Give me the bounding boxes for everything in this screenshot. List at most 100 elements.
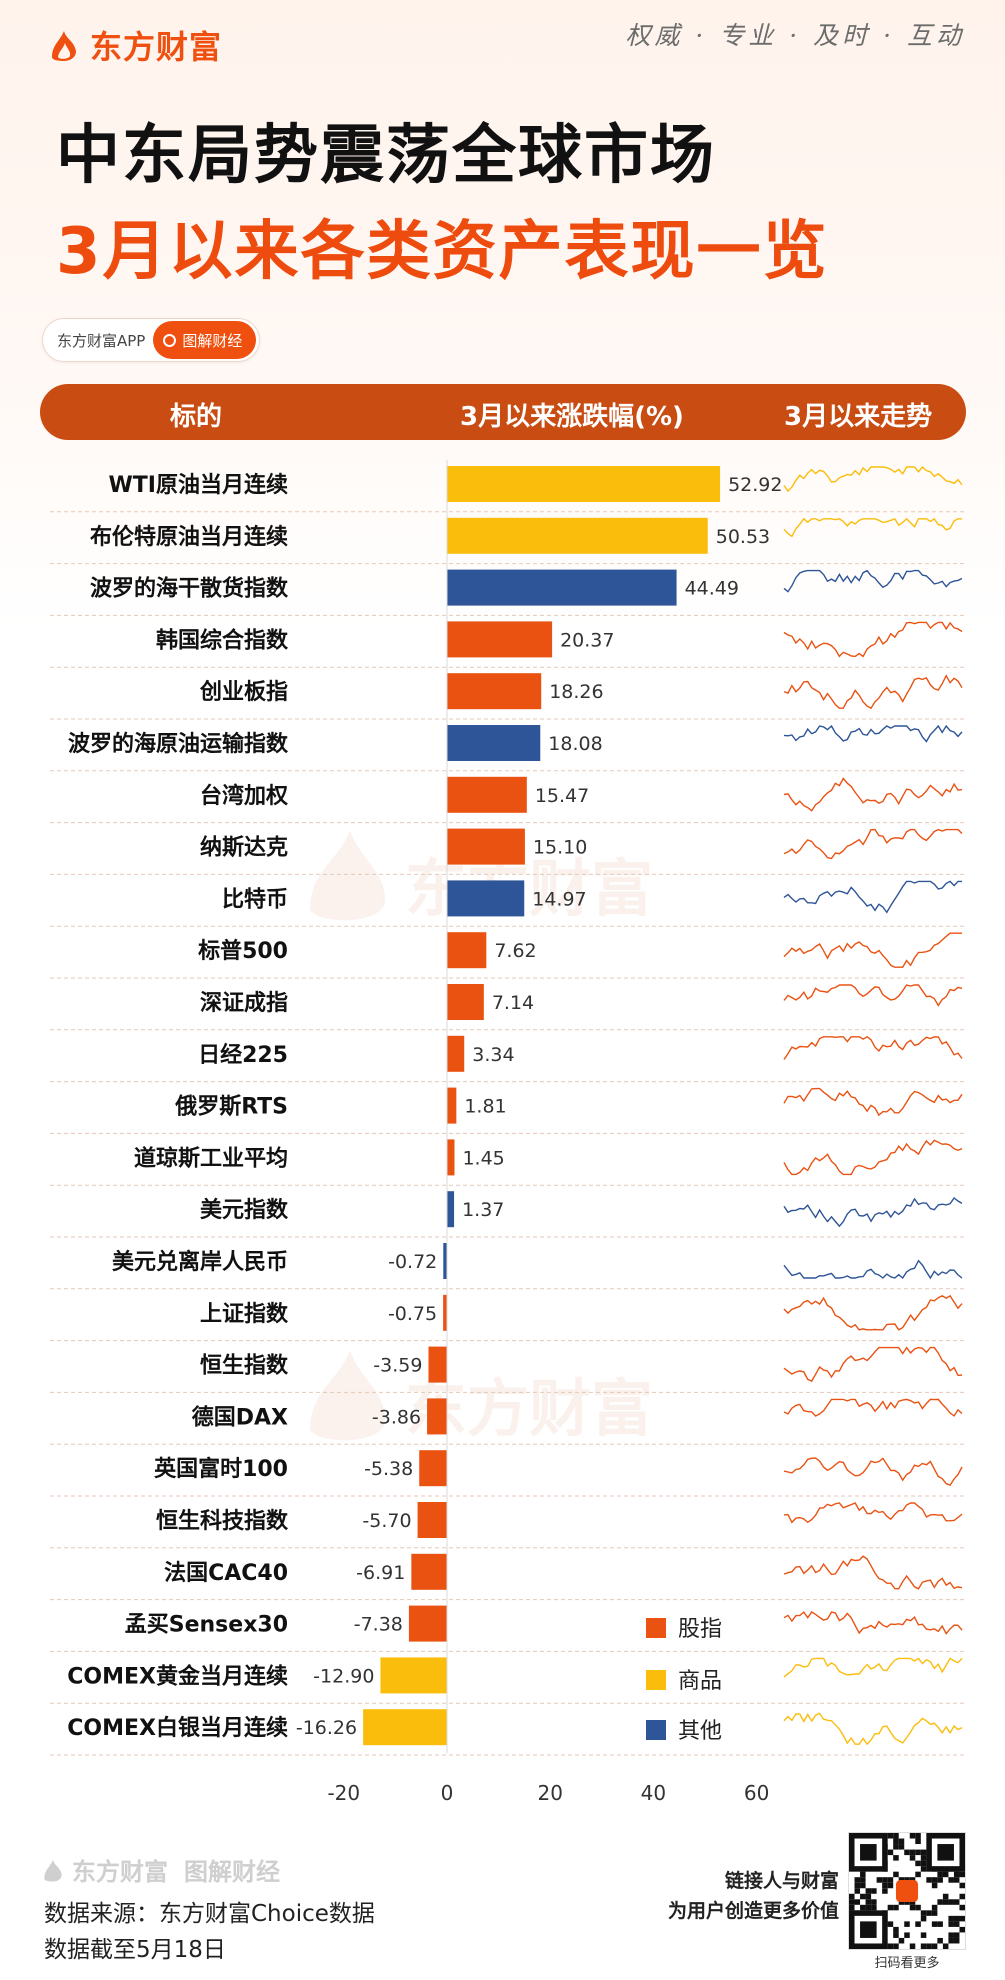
bar [417,1502,447,1538]
value-label: 1.37 [462,1199,504,1221]
bar [419,1450,447,1487]
value-label: -6.91 [356,1562,405,1584]
bar [380,1657,447,1694]
x-tick-label: 0 [441,1781,454,1805]
x-tick-label: 60 [744,1781,769,1805]
trend-sparkline [783,517,962,538]
bar [447,1139,455,1176]
legend-label: 其他 [678,1719,722,1744]
legend-label: 商品 [678,1669,722,1694]
trend-sparkline [783,1502,963,1524]
category-label: 比特币 [222,886,288,912]
header-col-asset: 标的 [170,402,223,432]
category-label: 创业板指 [199,680,288,705]
category-label: 恒生指数 [200,1353,289,1379]
value-label: -5.38 [364,1458,413,1480]
category-label: 日经225 [198,1042,288,1068]
trend-sparkline [783,1657,963,1678]
value-label: 1.81 [464,1096,506,1118]
row-separators [50,511,966,1756]
category-label: 波罗的海干散货指数 [90,576,289,602]
category-label: 道琼斯工业平均 [134,1145,288,1171]
trend-sparkline [783,621,963,658]
legend-swatch [646,1720,666,1740]
data-cutoff: 数据截至5月18日 [44,1937,226,1963]
trend-sparkline [783,1139,963,1176]
brand-slogan: 权威 · 专业 · 及时 · 互动 [625,21,965,50]
value-label: -16.26 [296,1717,357,1739]
bar [447,984,484,1020]
value-label: -0.75 [388,1303,437,1325]
row-labels-group: WTI原油当月连续布伦特原油当月连续波罗的海干散货指数韩国综合指数创业板指波罗的… [67,472,289,1741]
legend-swatch [646,1670,666,1690]
bar [428,1346,447,1383]
search-icon [163,333,177,347]
value-label: 20.37 [560,629,614,651]
qr-code[interactable] [848,1832,966,1950]
app-tag-button[interactable]: 图解财经 [153,321,257,359]
value-label: 18.26 [549,681,603,703]
value-label: -12.90 [313,1665,374,1687]
category-label: 深证成指 [200,991,288,1016]
bar [411,1553,447,1590]
value-labels-group: 52.92 50.53 44.49 20.37 18.26 18.08 15.47 15.10… [296,474,783,1739]
value-label: -5.70 [362,1510,411,1532]
bar [363,1709,447,1746]
bar [443,1294,447,1331]
value-label: 14.97 [532,888,586,910]
page-title: 中东局势震荡全球市场 [56,119,716,193]
app-tag-label: 图解财经 [182,331,243,350]
bar [447,880,525,917]
trend-sparkline [783,984,963,1007]
header-col-trend: 3月以来走势 [784,402,933,432]
bar [447,828,525,865]
category-label: 恒生科技指数 [156,1508,289,1534]
watermark-text: 东方财富 [405,852,653,925]
bars-group [363,466,721,1746]
sparklines-group [783,465,963,1746]
category-label: 俄罗斯RTS [174,1094,288,1120]
trend-sparkline [783,1294,963,1331]
data-source: 数据来源：东方财富Choice数据 [44,1901,375,1927]
bar [447,1035,465,1072]
trend-sparkline [783,777,963,812]
bar [447,1191,455,1228]
promo-line-1: 链接人与财富 [724,1870,839,1892]
value-label: -0.72 [388,1251,437,1273]
watermark-logo: 东方财富 [310,830,653,925]
bar [443,1243,447,1279]
bar [447,1087,457,1124]
bar [408,1605,447,1642]
value-label: 52.92 [728,474,782,496]
bar [447,569,677,606]
value-label: -3.59 [373,1355,422,1377]
value-label: 15.10 [533,837,587,859]
trend-sparkline [783,1712,963,1746]
bar [447,621,553,658]
trend-sparkline [783,465,963,493]
category-label: 台湾加权 [200,783,289,809]
trend-sparkline [783,828,963,860]
footer-logo-sub: 图解财经 [184,1858,280,1886]
category-label: 波罗的海原油运输指数 [68,731,289,757]
footer-logo-text: 东方财富 [72,1858,168,1886]
legend-label: 股指 [678,1617,722,1642]
category-label: 布伦特原油当月连续 [90,524,288,550]
value-label: 1.45 [462,1147,504,1169]
header-col-change: 3月以来涨跌幅(%) [460,402,684,432]
bar [447,932,487,969]
legend-swatch [646,1618,666,1638]
app-name: 东方财富APP [57,331,146,350]
category-label: 纳斯达克 [200,835,288,861]
bar [447,673,542,710]
trend-sparkline [783,880,962,914]
value-label: 7.62 [494,940,536,962]
trend-sparkline [783,1259,963,1280]
value-label: -3.86 [372,1406,421,1428]
app-badge[interactable]: 东方财富APP 图解财经 [42,318,261,362]
watermark-logo: 东方财富 [310,1350,653,1445]
category-label: 美元兑离岸人民币 [112,1249,288,1275]
category-label: 美元指数 [200,1197,289,1223]
brand-name: 东方财富 [90,28,223,66]
